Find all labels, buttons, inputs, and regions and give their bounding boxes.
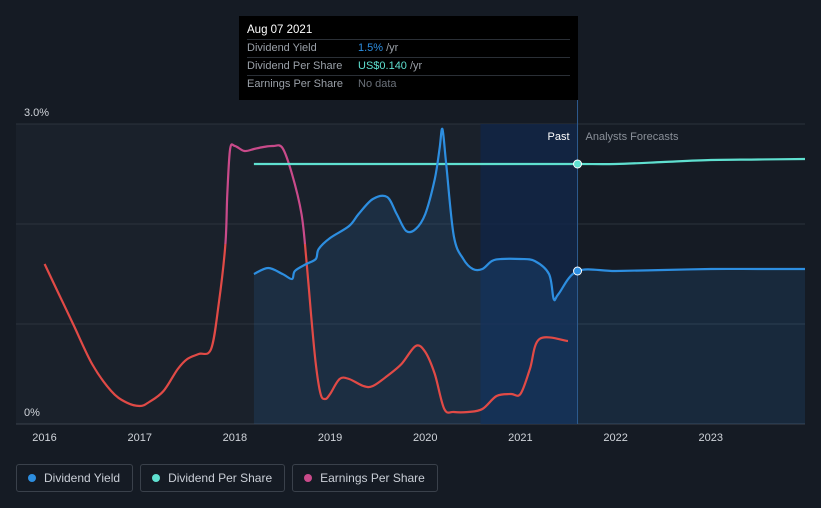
tooltip-date: Aug 07 2021 (247, 22, 570, 40)
legend-earnings-per-share[interactable]: Earnings Per Share (292, 464, 438, 492)
x-tick-label: 2017 (127, 432, 151, 444)
tooltip-label: Dividend Yield (247, 42, 317, 54)
dividend-yield-line (253, 127, 805, 302)
legend-dividend-yield[interactable]: Dividend Yield (16, 464, 134, 492)
legend: Dividend Yield Dividend Per Share Earnin… (16, 464, 438, 492)
legend-dot-icon (28, 474, 36, 482)
x-tick-label: 2021 (508, 432, 532, 444)
tooltip-value: US$0.140/yr (358, 58, 422, 75)
markers (573, 159, 583, 276)
legend-dot-icon (152, 474, 161, 482)
x-tick-label: 2020 (413, 432, 437, 444)
dividend-yield-area (253, 128, 805, 424)
tooltip-unit: /yr (386, 42, 399, 54)
tooltip-value-number: No data (358, 78, 397, 90)
x-tick-label: 2018 (223, 432, 247, 444)
tooltip-value-number: 1.5% (358, 42, 384, 54)
legend-label: Dividend Per Share (168, 471, 273, 485)
grid (16, 123, 805, 425)
dividend-yield-marker (573, 266, 583, 276)
x-tick-label: 2016 (32, 432, 56, 444)
tooltip-row-earnings-per-share: Earnings Per Share No data (247, 76, 570, 93)
legend-dot-icon (304, 474, 313, 482)
dividend-per-share-line (253, 157, 806, 166)
x-tick-label: 2019 (318, 432, 342, 444)
dividend-per-share-marker (573, 159, 583, 169)
tooltip-label: Dividend Per Share (247, 60, 343, 72)
legend-dividend-per-share[interactable]: Dividend Per Share (140, 464, 286, 492)
tooltip-label: Earnings Per Share (247, 78, 343, 90)
ticks: 2016 2017 2018 2019 2020 2021 2022 2023 3.0% 0% (24, 107, 723, 444)
legend-label: Dividend Yield (44, 471, 121, 485)
tooltip-row-dividend-yield: Dividend Yield 1.5%/yr (247, 40, 570, 58)
tooltip-value-number: US$0.140 (358, 60, 407, 72)
tooltip-value: 1.5%/yr (358, 40, 398, 57)
legend-label: Earnings Per Share (320, 471, 425, 485)
y-tick-label-max: 3.0% (24, 107, 49, 119)
y-tick-label-min: 0% (24, 407, 40, 419)
tooltip-value: No data (358, 76, 400, 93)
tooltip-row-dividend-per-share: Dividend Per Share US$0.140/yr (247, 58, 570, 76)
x-tick-label: 2023 (699, 432, 723, 444)
tooltip-unit: /yr (409, 60, 423, 72)
earnings-per-share-line (43, 143, 569, 414)
x-tick-label: 2022 (603, 432, 627, 444)
forecast-label: Analysts Forecasts (586, 131, 679, 143)
series-lines (43, 127, 806, 414)
tooltip: Aug 07 2021 Dividend Yield 1.5%/yr Divid… (239, 16, 578, 100)
past-label: Past (548, 131, 570, 143)
